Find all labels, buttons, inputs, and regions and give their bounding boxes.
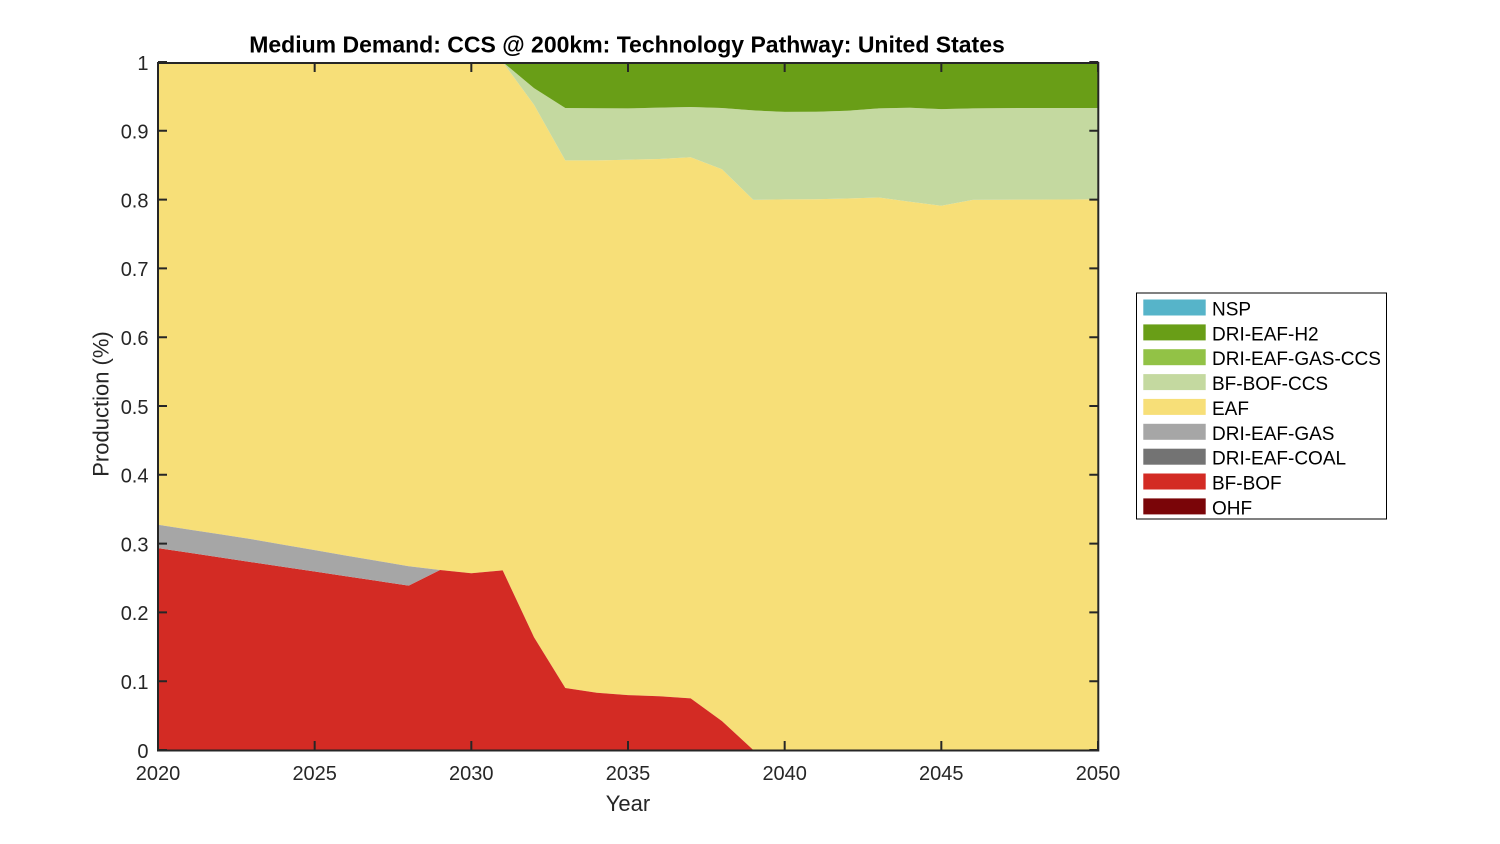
- svg-text:0: 0: [137, 741, 148, 763]
- svg-text:DRI-EAF-COAL: DRI-EAF-COAL: [1212, 449, 1346, 470]
- svg-text:0.8: 0.8: [121, 190, 149, 212]
- svg-text:2050: 2050: [1076, 763, 1121, 785]
- svg-text:NSP: NSP: [1212, 300, 1251, 321]
- svg-text:DRI-EAF-GAS-CCS: DRI-EAF-GAS-CCS: [1212, 349, 1381, 370]
- svg-text:OHF: OHF: [1212, 498, 1252, 519]
- svg-text:BF-BOF: BF-BOF: [1212, 474, 1282, 495]
- svg-text:2035: 2035: [606, 763, 651, 785]
- svg-text:DRI-EAF-GAS: DRI-EAF-GAS: [1212, 424, 1334, 445]
- svg-text:1: 1: [137, 53, 148, 75]
- svg-text:2025: 2025: [292, 763, 337, 785]
- svg-text:Medium Demand: CCS @ 200km: Te: Medium Demand: CCS @ 200km: Technology P…: [249, 32, 1005, 58]
- svg-text:DRI-EAF-H2: DRI-EAF-H2: [1212, 324, 1319, 345]
- svg-text:2045: 2045: [919, 763, 964, 785]
- svg-text:0.3: 0.3: [121, 534, 149, 556]
- svg-text:0.7: 0.7: [121, 259, 149, 281]
- svg-text:2020: 2020: [136, 763, 181, 785]
- svg-text:0.2: 0.2: [121, 603, 149, 625]
- svg-text:Production (%): Production (%): [89, 331, 114, 477]
- svg-text:0.1: 0.1: [121, 672, 149, 694]
- svg-text:0.9: 0.9: [121, 122, 149, 144]
- svg-text:0.4: 0.4: [121, 466, 149, 488]
- svg-text:2030: 2030: [449, 763, 494, 785]
- svg-text:Year: Year: [606, 791, 650, 816]
- svg-text:2040: 2040: [762, 763, 807, 785]
- svg-text:BF-BOF-CCS: BF-BOF-CCS: [1212, 374, 1328, 395]
- svg-text:0.5: 0.5: [121, 397, 149, 419]
- svg-text:EAF: EAF: [1212, 399, 1249, 420]
- svg-text:0.6: 0.6: [121, 328, 149, 350]
